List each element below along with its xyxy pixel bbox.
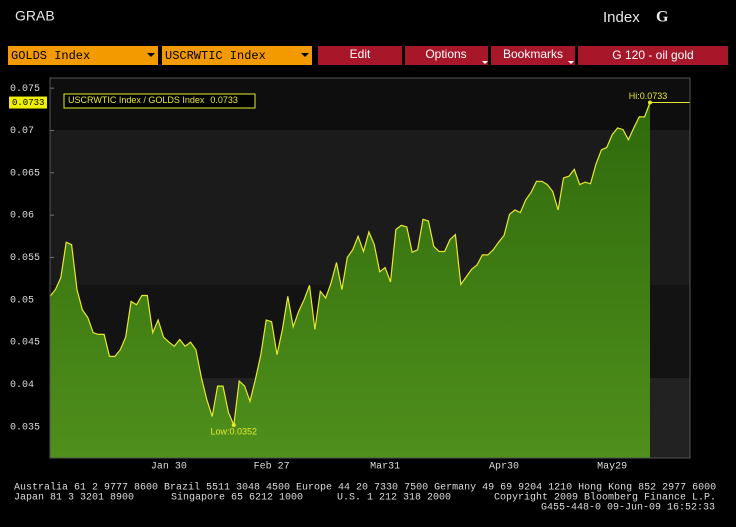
- legend-value: 0.0733: [210, 95, 238, 105]
- footer-text: Japan 81 3 3201 8900: [14, 493, 134, 504]
- y-tick-label: 0.05: [10, 295, 34, 306]
- dropdown-arrow: [482, 61, 488, 64]
- plot: 0.035 0.04 0.045 0.05 0.055 0.06 0.065 0.07 0.07…: [9, 84, 690, 473]
- footer-text: Australia 61 2 9777 8600 Brazil 5511 304…: [14, 482, 716, 494]
- field-text[interactable]: GOLDS Index: [11, 49, 90, 63]
- field-box[interactable]: [162, 46, 312, 65]
- y-tick-label: 0.04: [10, 380, 34, 391]
- field-text[interactable]: USCRWTIC Index: [165, 49, 266, 63]
- legend-label: USCRWTIC Index / GOLDS Index 0.0733: [68, 95, 238, 105]
- y-tick-label: 0.075: [10, 84, 40, 95]
- y-tick-label: 0.035: [10, 422, 40, 433]
- security-type: Index: [603, 9, 640, 26]
- page-title-box: [578, 46, 728, 65]
- x-tick-label: Feb 27: [254, 461, 290, 473]
- x-tick-label: May29: [597, 462, 627, 473]
- footer-text: Copyright 2009 Bloomberg Finance L.P.: [494, 492, 716, 504]
- last-value-label: 0.0733: [12, 98, 44, 108]
- field-box[interactable]: [8, 46, 158, 65]
- button-label[interactable]: Options: [425, 47, 466, 61]
- y-tick-label: 0.045: [10, 338, 40, 349]
- dropdown-arrow: [568, 61, 574, 64]
- footer-text: U.S. 1 212 318 2000: [337, 493, 451, 504]
- legend: USCRWTIC Index / GOLDS Index 0.0733: [63, 93, 256, 109]
- legend-series-name: USCRWTIC Index / GOLDS Index: [68, 95, 205, 105]
- footer-text: G455-448-0 09-Jun-09 16:52:33: [541, 503, 715, 514]
- y-tick-label: 0.065: [10, 168, 40, 179]
- button-label[interactable]: Edit: [350, 47, 371, 61]
- toolbar: GOLDS Index USCRWTIC Index Edit Options …: [8, 46, 728, 65]
- low-marker: [231, 422, 236, 427]
- button[interactable]: [318, 46, 402, 65]
- plot-frame: [49, 77, 691, 459]
- y-tick-label: 0.06: [10, 211, 34, 222]
- area-fill: [50, 102, 650, 458]
- x-tick-label: Mar31: [370, 462, 400, 473]
- footer-text: Singapore 65 6212 1000: [171, 492, 303, 504]
- x-tick-label: Apr30: [489, 462, 519, 473]
- button-label[interactable]: Bookmarks: [503, 47, 563, 61]
- hi-label: Hi:0.0733: [629, 91, 668, 101]
- function-key: G: [656, 9, 669, 26]
- legend-box: [63, 93, 256, 109]
- dropdown-arrow: [147, 53, 155, 57]
- y-tick-label: 0.07: [10, 126, 34, 137]
- footer: Australia 61 2 9777 8600 Brazil 5511 304…: [14, 482, 716, 514]
- x-tick-label: Jan 30: [151, 462, 187, 473]
- page-title: G 120 - oil gold: [612, 48, 693, 62]
- button[interactable]: [491, 46, 575, 65]
- dropdown-arrow: [301, 53, 309, 57]
- button[interactable]: [405, 46, 488, 65]
- line: [49, 102, 651, 428]
- last-value-box: [9, 96, 47, 109]
- app-label: GRAB: [15, 8, 55, 24]
- y-tick-label: 0.055: [10, 253, 40, 264]
- hi-marker: [648, 100, 652, 105]
- low-label: Low:0.0352: [211, 426, 258, 436]
